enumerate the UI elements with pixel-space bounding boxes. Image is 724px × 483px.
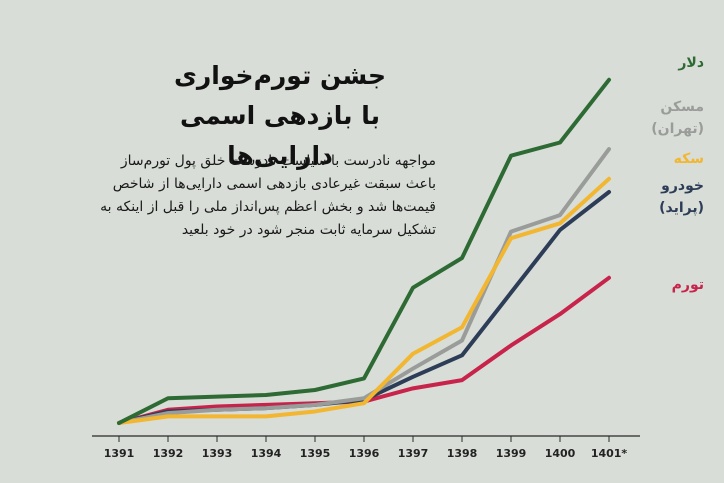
x-axis-tick-marks — [118, 436, 610, 442]
x-axis-tick-labels: 1391 1392 1393 1394 1395 1396 1397 1398 1399 1400… — [104, 447, 628, 460]
legend-housing-tehran: مسکن (تهران) — [651, 99, 704, 137]
chart-subtitle-heading: با بازدهی اسمی دارایی‌ها — [179, 101, 380, 170]
x-tick-label: 1395 — [300, 447, 331, 460]
series-line-0 — [117, 77, 611, 425]
legend-dollar: دلار — [678, 55, 704, 71]
x-tick-label: 1391 — [104, 447, 135, 460]
x-tick-label: 1398 — [447, 447, 478, 460]
x-tick-label: 1401* — [591, 447, 628, 460]
x-tick-label: 1400 — [545, 447, 576, 460]
x-tick-label: 1399 — [496, 447, 527, 460]
x-tick-label: 1394 — [251, 447, 282, 460]
legend-gold-coin: سکه — [673, 151, 704, 167]
legend-car-pride: خودرو (پراید) — [659, 178, 704, 216]
series-lines — [117, 77, 611, 425]
x-tick-label: 1397 — [398, 447, 429, 460]
chart-description: مواجهه نادرست با سیاست نادرست خلق پول تو… — [100, 153, 436, 238]
x-tick-label: 1393 — [202, 447, 233, 460]
series-line-1 — [117, 147, 611, 425]
x-tick-label: 1396 — [349, 447, 380, 460]
legend-inflation: تورم — [671, 277, 704, 293]
x-tick-label: 1392 — [153, 447, 184, 460]
series-line-2 — [117, 176, 611, 425]
chart-title: جشن تورم‌خواری — [174, 61, 386, 90]
